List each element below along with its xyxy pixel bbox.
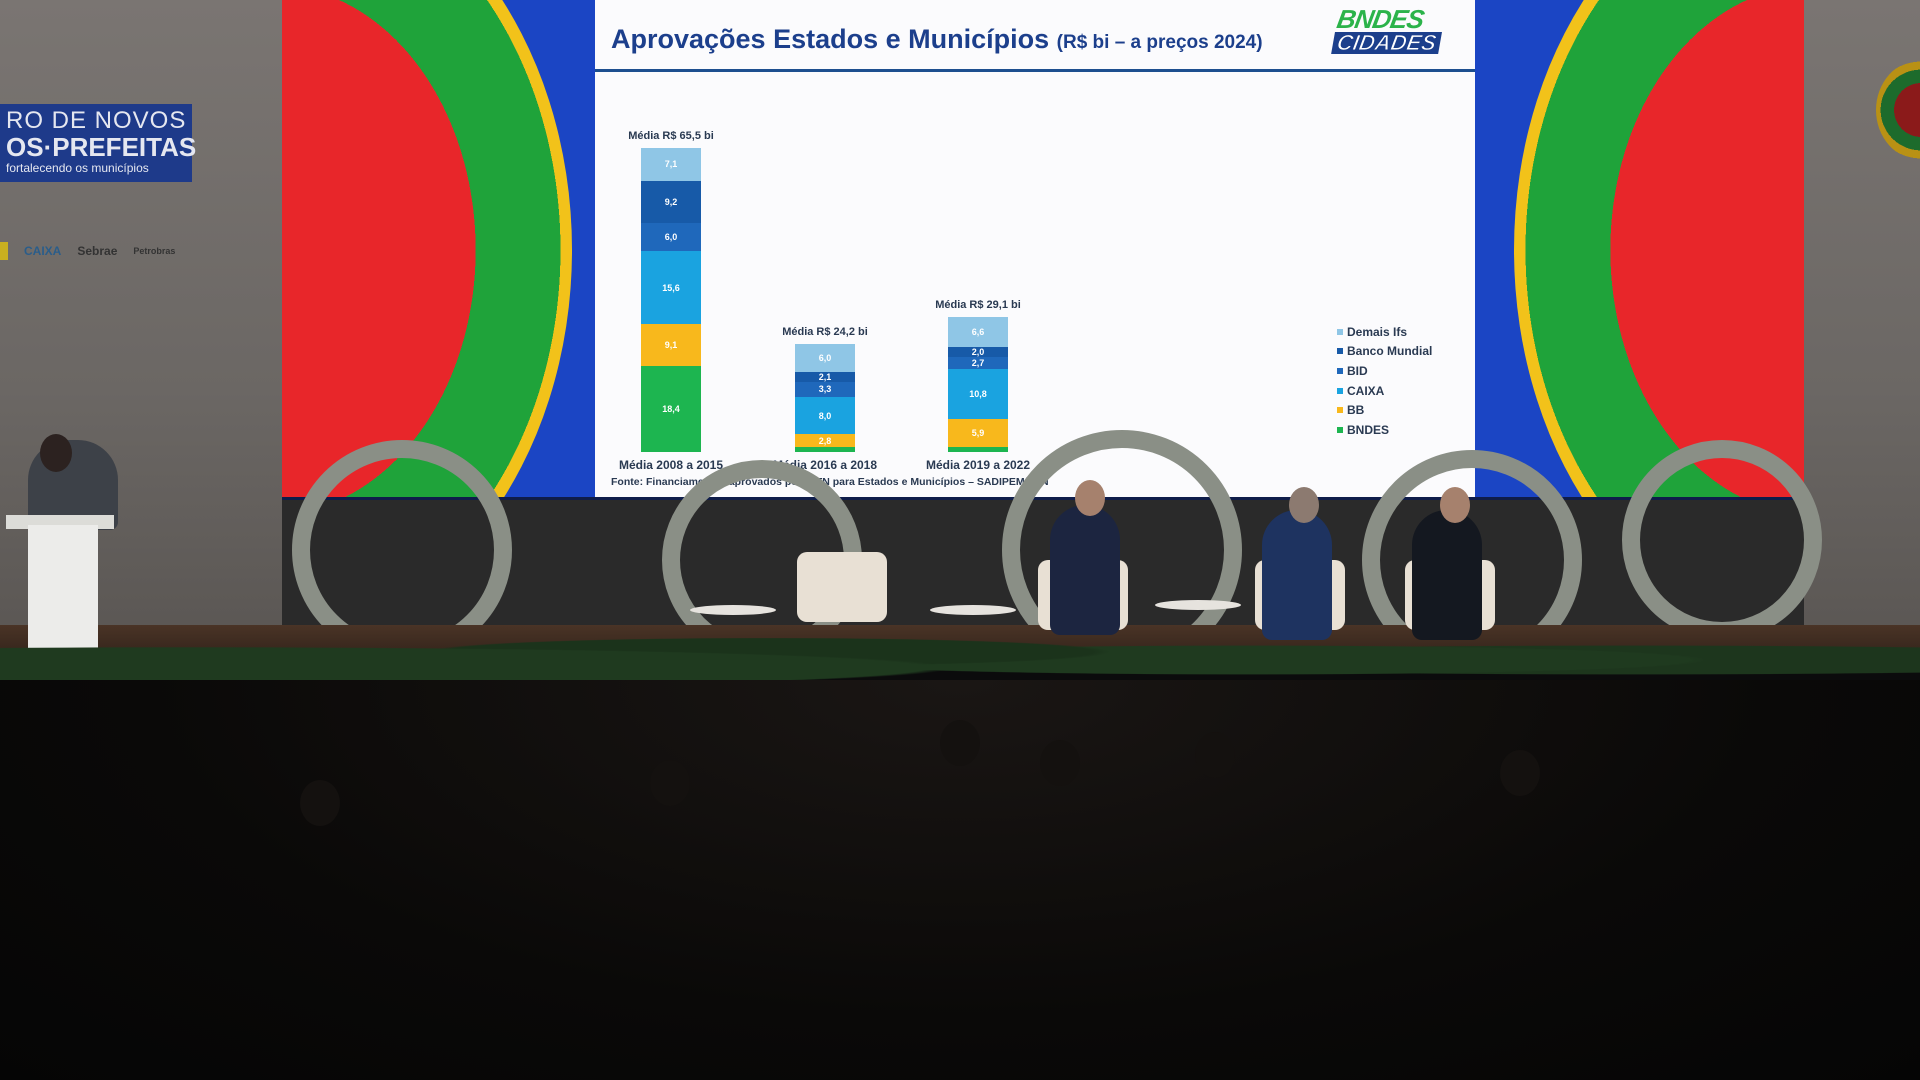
speaker-head	[40, 434, 72, 472]
bar-segment-bb: 5,9	[948, 419, 1008, 447]
bar-stack: 18,4 9,1 15,6 6,0 9,2 7,1	[641, 147, 701, 452]
led-screen: Aprovações Estados e Municípios (R$ bi –…	[282, 0, 1804, 500]
legend-item: BID	[1337, 361, 1432, 381]
bar-segment-banco-mundial: 9,2	[641, 180, 701, 224]
bar-segment-demais-ifs: 6,0	[795, 344, 855, 372]
sponsor-yellow-logo	[0, 242, 8, 260]
legend-swatch-icon	[1337, 328, 1343, 335]
bar-segment-bid: 2,7	[948, 356, 1008, 370]
audience-member	[1195, 732, 1235, 778]
panelist-3-head	[1440, 487, 1470, 523]
side-table	[930, 605, 1016, 615]
chart-legend: Demais Ifs Banco Mundial BID CAIXA BB BNDES	[1337, 322, 1432, 440]
bar-segment-caixa: 8,0	[795, 397, 855, 435]
brand-logo-top: BNDES	[1334, 4, 1426, 34]
legend-item: Demais Ifs	[1337, 322, 1432, 342]
slide-title-unit: (R$ bi – a preços 2024)	[1056, 32, 1263, 53]
bar-segment-bid: 6,0	[641, 223, 701, 252]
empty-armchair	[797, 552, 887, 622]
bar-group-2008-2015: Média R$ 65,5 bi 18,4 9,1 15,6 6,0 9,2 7,1 Mé…	[601, 130, 741, 472]
presentation-slide: Aprovações Estados e Municípios (R$ bi –…	[595, 0, 1475, 497]
bar-segment-bb: 9,1	[641, 323, 701, 367]
slide-title: Aprovações Estados e Municípios (R$ bi –…	[611, 24, 1263, 55]
event-title-line1: RO DE NOVOS	[6, 107, 187, 134]
audience-member	[940, 720, 980, 766]
bar-total-label: Média R$ 65,5 bi	[628, 129, 714, 142]
bar-category-label: Média 2008 a 2015	[618, 458, 724, 472]
bar-segment-bid: 3,3	[795, 381, 855, 398]
panelist-2	[1262, 510, 1332, 640]
sponsor-logos: CAIXA Sebrae Petrobras	[0, 242, 220, 260]
bar-segment-demais-ifs: 6,6	[948, 316, 1008, 348]
audience-member	[650, 760, 690, 806]
legend-label: BID	[1347, 363, 1368, 378]
panelist-1-head	[1075, 480, 1105, 516]
brand-logo-bottom: CIDADES	[1331, 30, 1443, 56]
bar-total-label: Média R$ 24,2 bi	[782, 326, 868, 338]
legend-label: CAIXA	[1347, 383, 1385, 398]
decor-arc-right-icon	[1514, 0, 1804, 497]
legend-item: BNDES	[1337, 420, 1432, 440]
bar-group-2019-2022: Média R$ 29,1 bi 5,9 10,8 2,7 2,0 6,6 Média …	[908, 299, 1048, 472]
legend-swatch-icon	[1337, 348, 1343, 355]
bar-stack: 5,9 10,8 2,7 2,0 6,6	[948, 316, 1008, 452]
stacked-bar-chart: Média R$ 65,5 bi 18,4 9,1 15,6 6,0 9,2 7,1 Mé…	[595, 72, 1475, 472]
bar-stack: 2,8 8,0 3,3 2,1 6,0	[795, 344, 855, 452]
legend-swatch-icon	[1337, 367, 1343, 374]
panelist-2-head	[1289, 487, 1319, 523]
bar-segment-caixa: 10,8	[948, 369, 1008, 420]
bar-segment-banco-mundial: 2,1	[795, 371, 855, 382]
audience-member	[1500, 750, 1540, 796]
legend-item: Banco Mundial	[1337, 342, 1432, 362]
event-title-line3: fortalecendo os municípios	[6, 161, 149, 175]
bar-segment-demais-ifs: 7,1	[641, 147, 701, 181]
legend-label: BB	[1347, 403, 1365, 418]
event-banner-left: RO DE NOVOS OS·PREFEITAS fortalecendo os…	[0, 80, 220, 320]
sponsor-petrobras: Petrobras	[133, 246, 176, 256]
event-banner-right	[1870, 50, 1920, 310]
legend-swatch-icon	[1337, 387, 1343, 394]
bndes-cidades-logo: BNDES CIDADES	[1330, 4, 1449, 58]
bar-category-label: Média 2019 a 2022	[925, 458, 1031, 472]
panelist-3	[1412, 510, 1482, 640]
side-table	[690, 605, 776, 615]
event-title-line2: OS·PREFEITAS	[6, 132, 197, 162]
panelist-1	[1050, 505, 1120, 635]
bar-group-2016-2018: Média R$ 24,2 bi 2,8 8,0 3,3 2,1 6,0 Média 2…	[755, 326, 895, 472]
legend-item: BB	[1337, 400, 1432, 420]
bar-segment-bndes: 18,4	[641, 366, 701, 452]
audience	[0, 680, 1920, 1080]
legend-swatch-icon	[1337, 407, 1343, 414]
event-title-box: RO DE NOVOS OS·PREFEITAS fortalecendo os…	[0, 104, 197, 182]
slide-title-main: Aprovações Estados e Municípios	[611, 24, 1050, 54]
audience-member	[300, 780, 340, 826]
bar-segment-banco-mundial: 2,0	[948, 347, 1008, 357]
bar-segment-bndes	[795, 447, 855, 452]
bar-segment-bndes	[948, 446, 1008, 452]
decor-arc-left-icon	[282, 0, 572, 497]
bar-total-label: Média R$ 29,1 bi	[935, 298, 1021, 311]
slide-header: Aprovações Estados e Municípios (R$ bi –…	[595, 0, 1475, 72]
backdrop-ring-icon	[1622, 440, 1822, 640]
legend-label: BNDES	[1347, 422, 1390, 437]
legend-swatch-icon	[1337, 426, 1343, 433]
event-logo-icon	[1876, 60, 1920, 160]
side-table	[1155, 600, 1241, 610]
bar-segment-caixa: 15,6	[641, 251, 701, 324]
legend-label: Banco Mundial	[1347, 344, 1433, 359]
sponsor-caixa: CAIXA	[24, 244, 62, 258]
audience-member	[1040, 740, 1080, 786]
legend-item: CAIXA	[1337, 381, 1432, 401]
sponsor-sebrae: Sebrae	[77, 244, 118, 258]
legend-label: Demais Ifs	[1347, 324, 1408, 339]
bar-segment-bb: 2,8	[795, 434, 855, 448]
